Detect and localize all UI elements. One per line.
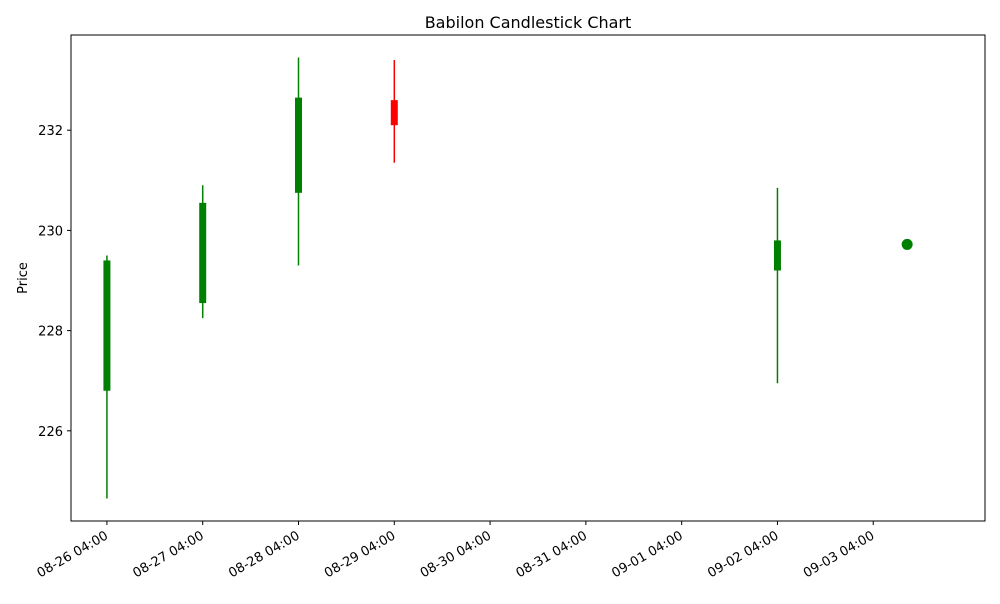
candle-body bbox=[390, 100, 398, 126]
x-tick-label: 08-26 04:00 bbox=[35, 528, 111, 581]
candle-body bbox=[295, 97, 303, 193]
candle-body bbox=[199, 202, 207, 304]
y-axis-label: Price bbox=[16, 262, 31, 294]
x-tick-label: 09-03 04:00 bbox=[801, 528, 877, 581]
x-tick-label: 08-31 04:00 bbox=[514, 528, 590, 581]
candle-body bbox=[773, 240, 781, 271]
candle-body bbox=[103, 260, 111, 391]
x-tick-label: 08-27 04:00 bbox=[130, 528, 206, 581]
chart-title: Babilon Candlestick Chart bbox=[425, 13, 632, 32]
x-tick-label: 08-29 04:00 bbox=[322, 528, 398, 581]
x-tick-label: 09-02 04:00 bbox=[705, 528, 781, 581]
y-tick-label: 228 bbox=[38, 325, 63, 340]
x-tick-label: 08-30 04:00 bbox=[418, 528, 494, 581]
plot-frame bbox=[70, 34, 986, 522]
x-tick-label: 09-01 04:00 bbox=[609, 528, 685, 581]
y-tick-label: 226 bbox=[38, 425, 63, 440]
y-tick-label: 230 bbox=[38, 224, 63, 239]
axes-layer: 226 228 230 232 08-26 04:00 08-27 04:00 08-28 … bbox=[35, 124, 878, 581]
candles-layer bbox=[103, 57, 913, 499]
y-tick-label: 232 bbox=[38, 124, 63, 139]
x-tick-label: 08-28 04:00 bbox=[226, 528, 302, 581]
price-point-marker bbox=[901, 238, 913, 250]
